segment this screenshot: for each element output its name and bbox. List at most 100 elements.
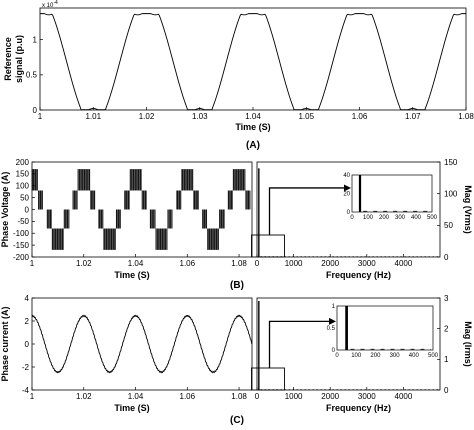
panel-b-inset-x-tick-label: 200	[379, 215, 390, 221]
panel-c-zoom-arrow-head	[329, 317, 336, 325]
panel-c-label: (C)	[230, 415, 244, 426]
panel-c-spectrum-x-tick-label: 0	[255, 392, 260, 401]
panel-c-inset-x-tick-label: 200	[370, 353, 381, 359]
panel-b-y-tick-label: 0	[25, 205, 30, 214]
panel-c-zoom-arrow	[268, 320, 331, 368]
panel-b-inset-x-tick-label: 100	[363, 215, 374, 221]
panel-c-zoom-box	[251, 367, 285, 391]
panel-b-inset-x-tick-label: 0	[350, 215, 354, 221]
panel-a-y-tick-label: 1	[33, 35, 38, 44]
panel-b-spectrum-x-tick-label: 1000	[285, 259, 303, 268]
panel-b-y-tick-label: 100	[16, 182, 30, 191]
panel-a-y-tick-label: 0.5	[26, 71, 38, 80]
panel-b-inset-x-tick-label: 500	[427, 215, 438, 221]
panel-c-spectrum-x-tick-label: 3000	[358, 392, 376, 401]
panel-b-y-tick-label: 200	[16, 158, 30, 167]
panel-c-y-tick-label: -4	[22, 386, 30, 395]
panel-b-inset-y-tick-label: 0	[347, 210, 351, 216]
panel-a-x-tick-label: 1.03	[192, 112, 208, 121]
panel-c-phase-current-waveform	[31, 314, 253, 374]
panel-b-x-tick-label: 1	[30, 259, 35, 268]
panel-c-ylabel: Phase current (A)	[0, 306, 10, 381]
panel-a-x-tick-label: 1.02	[139, 112, 155, 121]
panel-b-spectrum-xlabel: Frequency (Hz)	[326, 270, 391, 280]
panel-b-y-tick-label: -100	[13, 229, 30, 238]
panel-b-zoom-arrow	[268, 187, 346, 235]
panel-b-spectrum-x-tick-label: 4000	[395, 259, 413, 268]
panel-c-y-tick-label: 2	[25, 317, 30, 326]
panel-c-inset-y-tick-label: 0	[332, 348, 336, 354]
panel-b-y-tick-label: 50	[20, 193, 29, 202]
panel-b-xlabel: Time (S)	[114, 270, 149, 280]
panel-c-x-tick-label: 1	[30, 392, 35, 401]
panel-b-spectrum-x-tick-label: 0	[255, 259, 260, 268]
panel-c-inset-plot-area	[336, 305, 434, 351]
panel-b-y-tick-label: 150	[16, 170, 30, 179]
panel-c-inset-fundamental-bar	[345, 306, 348, 350]
panel-b-x-tick-label: 1.08	[231, 259, 247, 268]
panel-c-inset-y-tick-label: 0.5	[327, 326, 336, 332]
panel-a-ylabel-line-1: Reference	[3, 37, 13, 81]
panel-a-y-tick-label: 0	[33, 106, 38, 115]
panel-b-y-tick-label: -200	[13, 253, 30, 262]
panel-b-ylabel: Phase Voltage (A)	[0, 172, 10, 248]
panel-b-inset-y-tick-label: 40	[343, 173, 350, 179]
panel-c-time-plot-area	[31, 297, 253, 391]
panel-c-inset-x-tick-label: 0	[335, 353, 339, 359]
panel-c-spectrum-x-tick-label: 2000	[321, 392, 339, 401]
panel-c-inset-x-tick-label: 500	[428, 353, 439, 359]
panel-b-zoom-box	[251, 234, 285, 258]
panel-c-spectrum-xlabel: Frequency (Hz)	[326, 403, 391, 413]
panel-b-spectrum-ylabel: Mag (Vrms)	[463, 185, 473, 234]
panel-c-spectrum-ylabel: Mag (Irms)	[463, 321, 473, 367]
panel-c-x-tick-label: 1.02	[76, 392, 92, 401]
panel-a-y-exponent: -4	[53, 0, 58, 6]
panel-c-spectrum-y-tick-label: 1	[444, 355, 449, 364]
panel-b-x-tick-label: 1.02	[76, 259, 92, 268]
panel-c-inset-y-tick-label: 1	[332, 304, 336, 310]
panel-b-inset-plot-area	[351, 174, 433, 213]
panel-a-xlabel: Time (S)	[235, 122, 270, 132]
panel-a-x-tick-label: 1.07	[405, 112, 421, 121]
panel-c-x-tick-label: 1.08	[231, 392, 247, 401]
panel-a-x-tick-label: 1	[38, 112, 43, 121]
panel-b-spectrum-y-tick-label: 50	[444, 221, 453, 230]
panel-b-spectrum-x-tick-label: 3000	[358, 259, 376, 268]
panel-a-y-multiplier: x 10-4	[42, 0, 58, 9]
panel-b-zoom-arrow-head	[344, 184, 351, 192]
panel-b-inset-fundamental-bar	[358, 175, 362, 212]
panel-b-spectrum-plot-area	[256, 161, 441, 258]
panel-c-xlabel: Time (S)	[114, 403, 149, 413]
panel-a-x-tick-label: 1.04	[245, 112, 261, 121]
panel-b-spectrum-y-tick-label: 0	[444, 253, 449, 262]
panel-b-spectrum-y-tick-label: 100	[444, 189, 458, 198]
panel-c-spectrum-y-tick-label: 2	[444, 324, 449, 333]
panel-b-y-tick-label: -50	[17, 217, 29, 226]
panel-b-spectrum-y-tick-label: 150	[444, 158, 458, 167]
panel-c-y-tick-label: 4	[25, 294, 30, 303]
panel-b-inset-x-tick-label: 300	[395, 215, 406, 221]
panel-c-inset-x-tick-label: 100	[351, 353, 362, 359]
panel-a-label: (A)	[246, 140, 260, 151]
panel-a-x-tick-label: 1.01	[85, 112, 101, 121]
panel-c-x-tick-label: 1.04	[128, 392, 144, 401]
panel-b-inset-x-tick-label: 400	[411, 215, 422, 221]
panel-a-x-tick-label: 1.05	[298, 112, 314, 121]
panel-a-x-tick-label: 1.06	[352, 112, 368, 121]
panel-c-spectrum-y-tick-label: 0	[444, 386, 449, 395]
panel-c-inset-x-tick-label: 400	[409, 353, 420, 359]
panel-b-inset-y-tick-label: 20	[343, 192, 350, 198]
panel-c-y-tick-label: 0	[25, 340, 30, 349]
panel-c-spectrum-x-tick-label: 4000	[395, 392, 413, 401]
panel-b-phase-voltage-waveform	[31, 169, 251, 250]
panel-c-y-tick-label: -2	[22, 363, 30, 372]
panel-c-spectrum-plot-area	[256, 297, 441, 391]
panel-a-ylabel-line-2: signal (p.u)	[14, 35, 24, 83]
panel-c-spectrum-y-tick-label: 3	[444, 294, 449, 303]
panel-a-x-tick-label: 1.08	[458, 112, 474, 121]
panel-b-x-tick-label: 1.06	[180, 259, 196, 268]
panel-b-y-tick-label: -150	[13, 241, 30, 250]
panel-b-x-tick-label: 1.04	[128, 259, 144, 268]
panel-c-spectrum-x-tick-label: 1000	[285, 392, 303, 401]
